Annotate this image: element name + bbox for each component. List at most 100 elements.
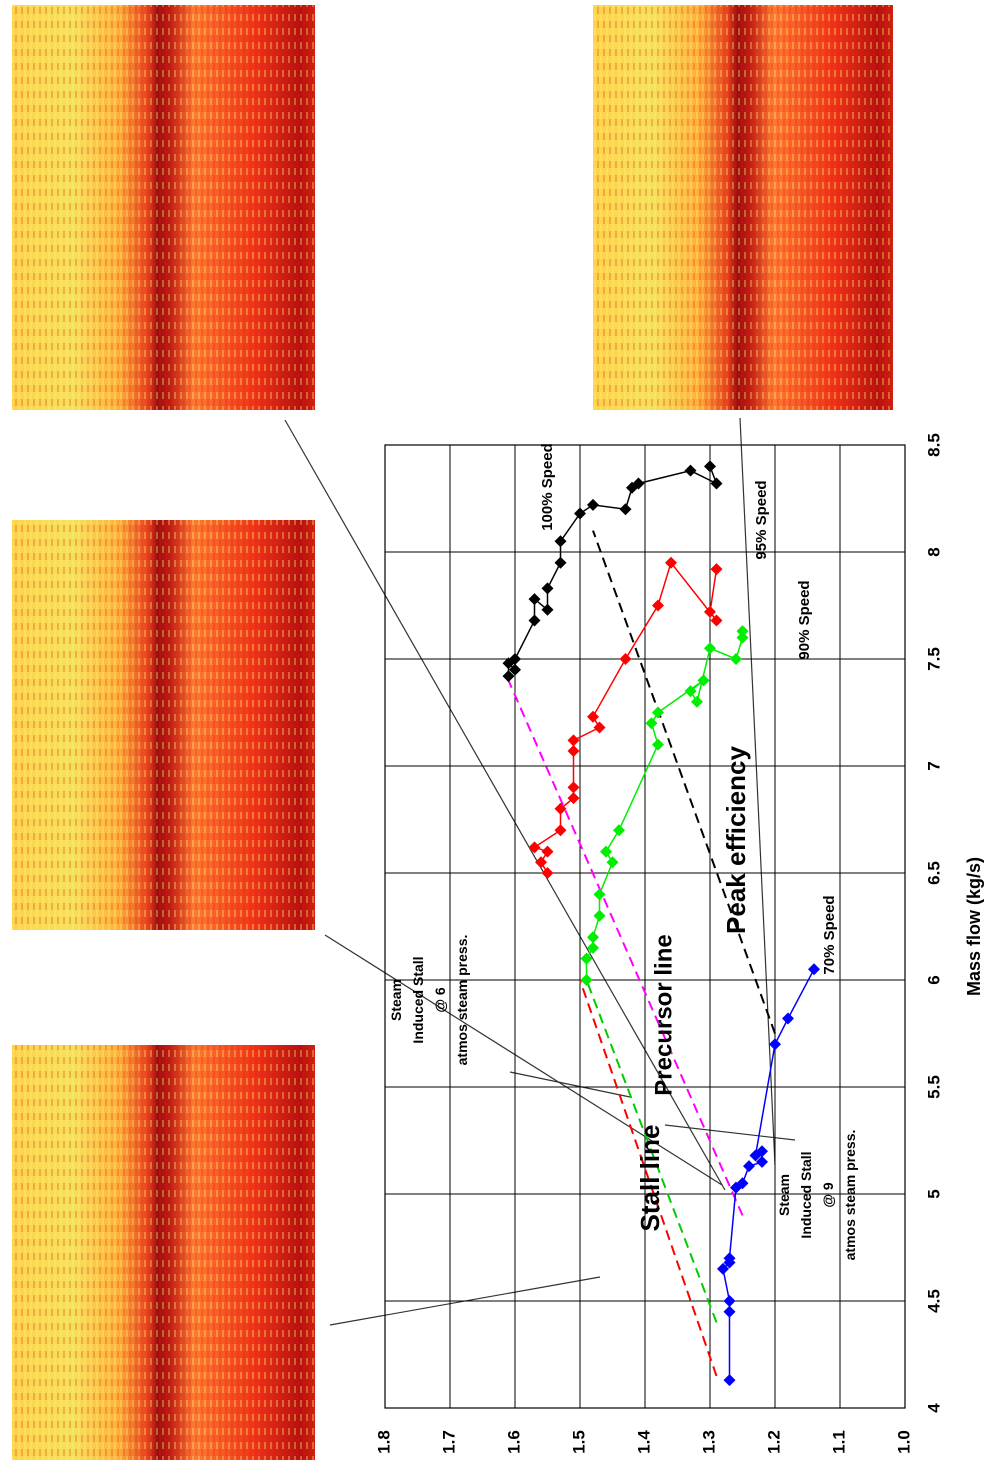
marker: [645, 717, 658, 730]
marker: [593, 888, 606, 901]
marker: [554, 802, 567, 815]
annotation: Steam Induced Stall @ 9 atmos steam press.: [776, 1130, 858, 1261]
reference-line: [592, 530, 776, 1034]
marker: [587, 941, 599, 954]
x-axis-label: Mass flow (kg/s): [964, 857, 984, 996]
marker: [574, 507, 586, 520]
annotation: Steam Induced Stall @ 6 atmos steam press.: [388, 935, 470, 1066]
marker: [587, 931, 599, 944]
x-tick-label: 6.5: [924, 861, 943, 885]
marker: [580, 952, 593, 965]
marker: [697, 674, 710, 687]
connector: [509, 1071, 631, 1098]
marker: [808, 963, 820, 976]
marker: [554, 535, 567, 548]
marker: [684, 685, 697, 698]
x-tick-label: 6: [924, 975, 943, 984]
reference-label: Stall line: [635, 1125, 665, 1232]
y-tick-label: 1.5: [569, 1430, 588, 1454]
y-tick-label: 1.1: [829, 1430, 848, 1454]
marker: [509, 663, 521, 676]
marker: [769, 1038, 781, 1051]
marker: [710, 614, 723, 627]
connector: [324, 934, 723, 1186]
marker: [723, 1295, 736, 1307]
marker: [743, 1160, 755, 1173]
series-label: 90% Speed: [796, 580, 813, 659]
marker: [710, 477, 723, 490]
marker: [580, 974, 593, 986]
x-tick-label: 7.5: [924, 647, 943, 671]
y-tick-label: 1.0: [894, 1430, 913, 1454]
spectrogram-texture: [12, 520, 315, 930]
marker: [554, 556, 567, 569]
marker: [684, 464, 697, 477]
reference-line: [585, 979, 718, 1323]
connector: [664, 1124, 796, 1141]
reference-line: [507, 679, 744, 1216]
reference-line: [579, 979, 718, 1377]
series-label: 95% Speed: [753, 480, 770, 559]
series-label: 70% Speed: [821, 895, 838, 974]
reference-label: Precursor line: [650, 934, 677, 1095]
marker: [567, 792, 580, 805]
spectrogram-texture: [12, 1045, 315, 1460]
marker: [756, 1155, 768, 1168]
marker: [613, 824, 625, 837]
marker: [652, 738, 664, 751]
marker: [632, 477, 645, 490]
marker: [665, 556, 677, 569]
marker: [710, 563, 723, 576]
reference-label: Peak efficiency: [721, 746, 751, 934]
marker: [691, 695, 703, 708]
connector: [284, 419, 726, 1191]
y-tick-label: 1.2: [764, 1430, 783, 1454]
x-tick-label: 5: [924, 1189, 943, 1198]
y-tick-label: 1.7: [439, 1430, 458, 1454]
y-tick-label: 1.4: [634, 1430, 653, 1454]
marker: [717, 1262, 729, 1275]
marker: [528, 841, 541, 854]
marker: [541, 582, 554, 595]
marker: [528, 593, 541, 606]
marker: [502, 670, 515, 683]
x-tick-label: 4.5: [924, 1289, 943, 1313]
marker: [535, 856, 547, 869]
marker: [736, 631, 749, 644]
marker: [723, 1252, 736, 1265]
marker: [652, 599, 664, 612]
marker: [567, 734, 580, 747]
marker: [736, 1177, 749, 1190]
spectrogram-texture: [12, 5, 315, 410]
marker: [749, 1149, 762, 1162]
marker: [567, 781, 580, 794]
connectors: [284, 417, 796, 1326]
marker: [587, 498, 599, 511]
trend-line: [585, 631, 744, 980]
marker: [528, 614, 541, 627]
marker: [704, 642, 716, 655]
marker: [723, 1305, 736, 1318]
marker: [619, 503, 632, 516]
y-tick-label: 1.3: [699, 1430, 718, 1454]
y-tick-label: 1.8: [374, 1430, 393, 1454]
x-tick-label: 7: [924, 761, 943, 770]
marker: [704, 605, 716, 618]
marker: [509, 653, 521, 665]
marker: [587, 710, 599, 723]
marker: [782, 1012, 794, 1025]
marker: [541, 867, 554, 879]
marker: [723, 1374, 736, 1387]
marker: [554, 824, 567, 837]
marker: [730, 653, 742, 665]
spectrogram-texture: [593, 5, 893, 410]
marker: [593, 909, 606, 922]
marker: [652, 706, 664, 719]
marker: [606, 856, 619, 869]
marker: [541, 603, 554, 616]
spectrogram-panels: [12, 5, 893, 1460]
marker: [704, 460, 716, 473]
marker: [593, 721, 606, 734]
y-tick-label: 1.6: [504, 1430, 523, 1454]
